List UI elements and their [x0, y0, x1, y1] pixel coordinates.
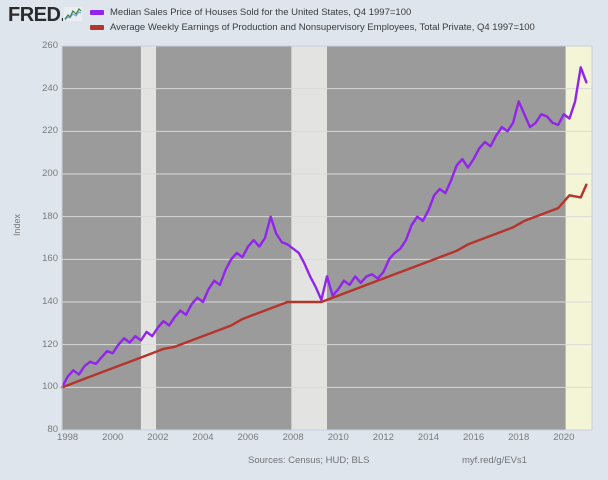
- y-axis-tick-label: 240: [42, 82, 58, 94]
- chart-legend: Median Sales Price of Houses Sold for th…: [90, 6, 535, 36]
- chart-footer: Sources: Census; HUD; BLS myf.red/g/EVs1: [0, 455, 608, 475]
- series-line-2: [60, 183, 588, 389]
- legend-item[interactable]: Average Weekly Earnings of Production an…: [90, 21, 535, 34]
- legend-item-label: Median Sales Price of Houses Sold for th…: [110, 7, 412, 18]
- x-axis-tick-label: 2002: [147, 432, 169, 443]
- x-axis-tick-label: 2004: [192, 432, 214, 443]
- y-axis-tick-label: 220: [42, 125, 58, 137]
- recession-2001: [140, 46, 157, 430]
- x-axis-tick-label: 2010: [327, 432, 349, 443]
- x-axis-tick-label: 1998: [57, 432, 79, 443]
- y-axis-tick-label: 260: [42, 40, 58, 51]
- sources-text: Sources: Census; HUD; BLS: [248, 455, 370, 466]
- fred-logo: FRED.: [8, 4, 66, 27]
- fred-sparkline-icon: [63, 6, 83, 22]
- y-axis-tick-label: 80: [47, 424, 58, 435]
- y-axis-ticks: 80 100 120 140 160 180 200 220 240 260: [0, 40, 58, 440]
- x-axis-ticks: 1998 2000 2002 2004 2006 2008 2010 2012 2014 2016…: [0, 432, 608, 452]
- x-axis-tick-label: 2006: [237, 432, 259, 443]
- plot-area-wrapper: Index 80 100 120 140 160 180 200 220 240 260 1998…: [0, 40, 608, 443]
- recession-2020: [565, 46, 592, 430]
- y-axis-tick-label: 120: [42, 338, 58, 350]
- x-axis-tick-label: 2018: [508, 432, 530, 443]
- x-axis-tick-label: 2014: [417, 432, 440, 443]
- plot-frame: [61, 45, 593, 431]
- legend-item-label: Average Weekly Earnings of Production an…: [110, 22, 535, 33]
- chart-header: FRED. Median Sales Price of Houses Sold …: [0, 0, 608, 40]
- series-line-1: [60, 66, 588, 389]
- x-axis-tick-label: 2000: [102, 432, 124, 443]
- legend-swatch-icon: [90, 25, 104, 30]
- legend-item[interactable]: Median Sales Price of Houses Sold for th…: [90, 6, 535, 19]
- x-axis-tick-label: 2020: [553, 432, 575, 443]
- y-axis-tick-label: 140: [42, 296, 58, 307]
- x-axis-tick-label: 2012: [372, 432, 394, 443]
- x-axis-tick-label: 2008: [282, 432, 304, 443]
- permalink-text[interactable]: myf.red/g/EVs1: [462, 455, 527, 466]
- x-axis-tick-label: 2016: [463, 432, 485, 443]
- recession-2007-2009: [291, 46, 327, 430]
- y-axis-tick-label: 100: [42, 381, 58, 393]
- legend-swatch-icon: [90, 10, 104, 15]
- y-axis-tick-label: 180: [42, 210, 58, 222]
- plot-canvas: [60, 45, 593, 431]
- y-axis-tick-label: 200: [42, 168, 58, 179]
- y-axis-tick-label: 160: [42, 253, 58, 265]
- fred-logo-text: FRED: [8, 4, 61, 26]
